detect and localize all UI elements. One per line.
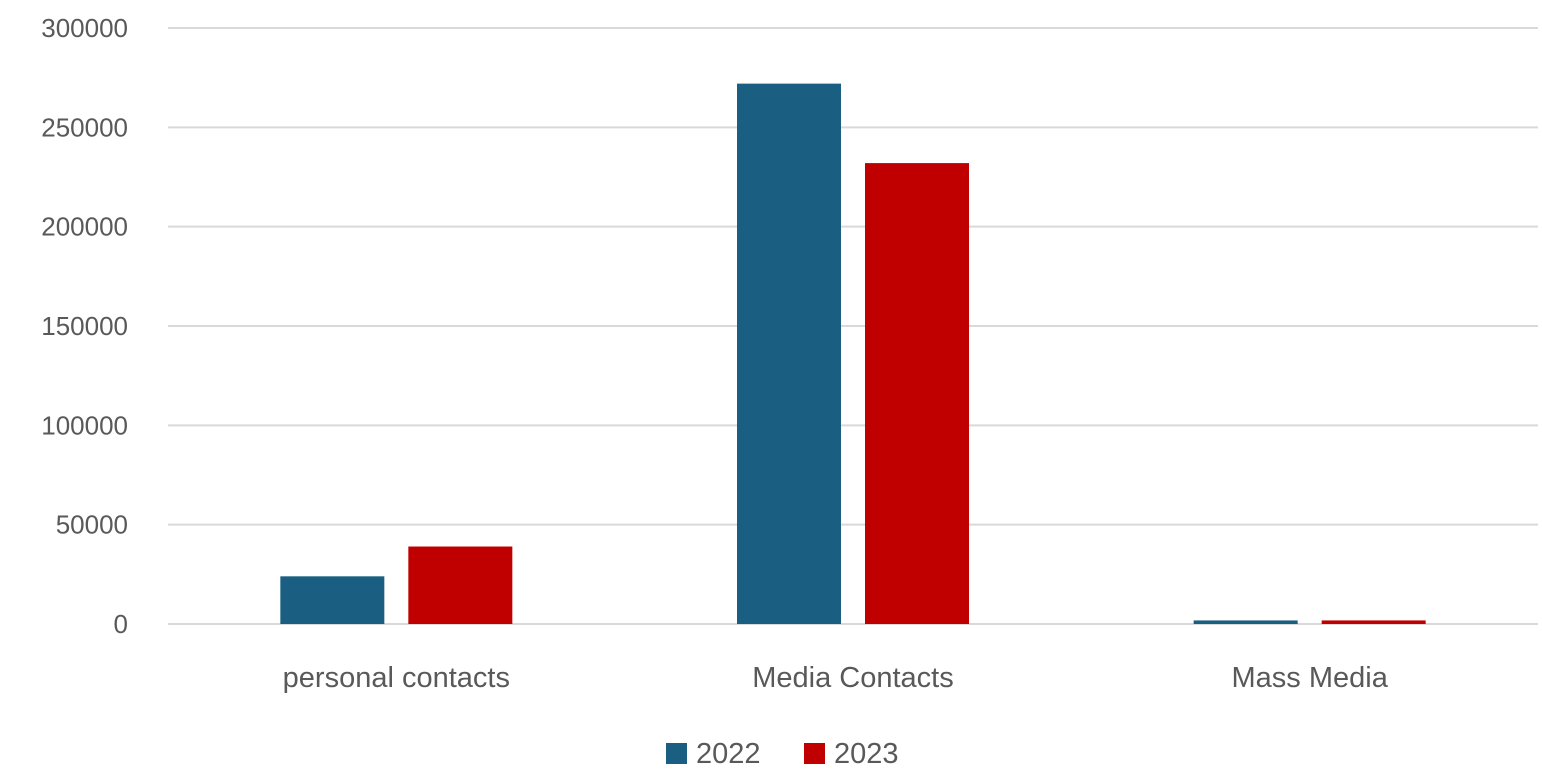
y-tick-label: 100000 bbox=[41, 410, 128, 440]
y-tick-label: 50000 bbox=[56, 510, 128, 540]
gridlines bbox=[168, 27, 1538, 625]
x-axis-category-labels: personal contacts Media Contacts Mass Medi… bbox=[283, 662, 1389, 694]
x-category-label: Mass Media bbox=[1232, 662, 1389, 694]
legend-swatch-2023 bbox=[804, 743, 825, 764]
bar-2023-0 bbox=[408, 546, 513, 624]
y-tick-label: 300000 bbox=[41, 13, 128, 43]
bar-2023-1 bbox=[865, 163, 969, 625]
y-axis-tick-labels: 0 50000 100000 150000 200000 250000 300000 bbox=[41, 13, 128, 639]
y-tick-label: 0 bbox=[114, 609, 128, 639]
y-tick-label: 150000 bbox=[41, 311, 128, 341]
bar-2022-1 bbox=[737, 83, 841, 625]
bars bbox=[280, 83, 1426, 625]
legend-swatch-2022 bbox=[666, 743, 687, 764]
legend-label: 2023 bbox=[834, 738, 899, 770]
x-category-label: personal contacts bbox=[283, 662, 510, 694]
x-category-label: Media Contacts bbox=[752, 662, 954, 694]
y-tick-label: 250000 bbox=[41, 112, 128, 142]
bar-2022-2 bbox=[1193, 620, 1298, 624]
bar-2022-0 bbox=[280, 576, 385, 624]
bar-2023-2 bbox=[1321, 620, 1426, 624]
legend-label: 2022 bbox=[696, 738, 761, 770]
legend: 2022 2023 bbox=[666, 738, 899, 770]
y-tick-label: 200000 bbox=[41, 212, 128, 242]
